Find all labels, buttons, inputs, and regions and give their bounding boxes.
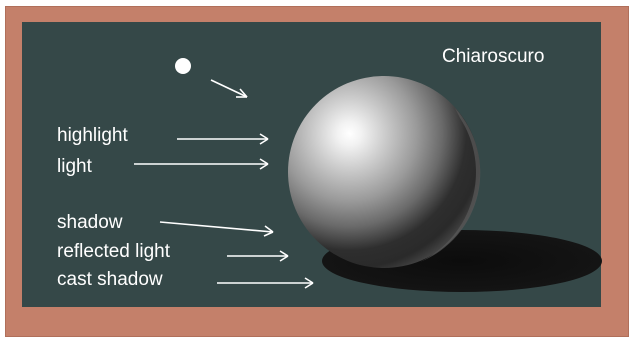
label-reflected-light: reflected light xyxy=(57,241,171,262)
arrow-highlight xyxy=(177,133,269,145)
arrow-reflected-light xyxy=(227,250,289,262)
reflected-light-rim xyxy=(420,108,481,262)
sphere xyxy=(288,76,480,268)
label-cast-shadow: cast shadow xyxy=(57,269,163,290)
arrow-light xyxy=(134,158,269,170)
label-highlight: highlight xyxy=(57,125,128,146)
label-light: light xyxy=(57,156,93,177)
arrow-cast-shadow xyxy=(217,277,314,289)
diagram-title: Chiaroscuro xyxy=(442,46,544,67)
light-source-dot xyxy=(175,58,191,74)
label-shadow: shadow xyxy=(57,212,123,233)
arrow-shadow xyxy=(159,221,274,237)
light-direction-arrow xyxy=(210,79,248,98)
